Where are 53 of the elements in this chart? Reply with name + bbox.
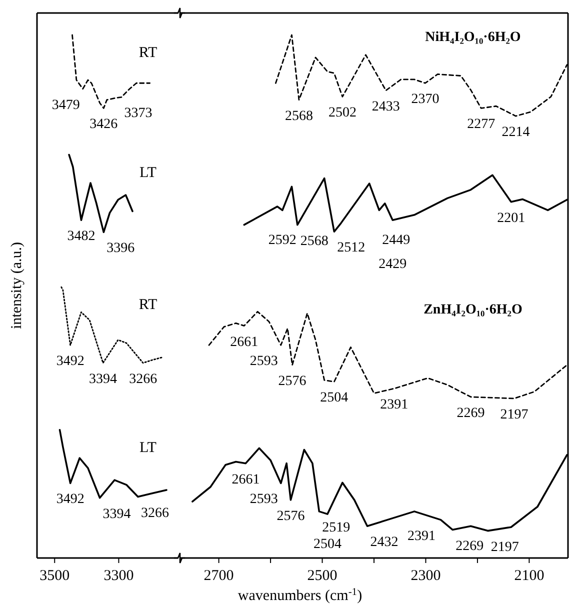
annotation: 3396 [106,241,135,256]
text: RT [138,297,158,314]
annotation: ZnH₄I₂O₁₀·6H₂O [424,302,522,318]
annotation: 2661 [232,472,260,488]
annotation: NiH₄I₂O₁₀·6H₂O [425,30,521,45]
x-tick-label: 2500 [307,568,338,584]
x-tick-label: 2100 [514,568,544,584]
x-tick-label: 3500 [40,568,70,584]
annotation: 3492 [56,354,84,370]
annotation: 2502 [328,106,356,121]
annotation: 2391 [407,528,436,544]
annotation: 2512 [337,240,366,256]
series-label: LT [140,164,156,181]
annotation: 2432 [370,535,398,550]
annotation: 2269 [456,538,484,554]
annotation: 2568 [284,108,313,124]
annotation: 2214 [502,125,530,140]
annotation: 3266 [140,506,169,521]
annotation: 2504 [320,390,348,406]
x-axis-title: wavenumbers (cm$^{-1}$) [238,586,362,604]
annotation: 2277 [467,117,496,132]
annotation: 2429 [378,257,407,272]
annotation: 3482 [67,229,96,244]
annotation: 2197 [500,407,528,422]
annotation: 2576 [278,374,306,390]
annotation: 3479 [52,98,80,113]
x-tick-label: 2300 [410,568,441,584]
x-tick-label: 3300 [104,568,134,584]
text: LT [140,440,156,456]
annotation: 3266 [129,372,158,387]
annotation: 2593 [250,354,278,370]
annotation: 2568 [300,234,328,249]
annotation: 2519 [322,520,350,536]
annotation: 2593 [250,492,278,508]
x-tick-label: 2700 [204,568,234,584]
annotation: 3394 [89,372,118,387]
annotation: 3492 [56,492,84,508]
annotation: 2201 [497,210,526,226]
annotation: 2592 [268,233,296,248]
annotation: 2433 [372,99,400,114]
annotation: 3426 [90,117,118,132]
annotation: 3373 [124,106,152,122]
annotation: 2197 [490,540,519,555]
y-axis-title: intensity (a.u.) [9,242,25,330]
series-label: RT [138,45,158,61]
annotation: 2391 [380,398,408,413]
annotation: 2370 [411,92,440,108]
annotation: 3394 [102,506,131,522]
annotation: 2661 [230,334,258,350]
annotation: 2269 [456,406,485,421]
annotation: 2449 [382,233,410,248]
annotation: 2504 [313,537,342,552]
annotation: 2576 [276,508,305,524]
